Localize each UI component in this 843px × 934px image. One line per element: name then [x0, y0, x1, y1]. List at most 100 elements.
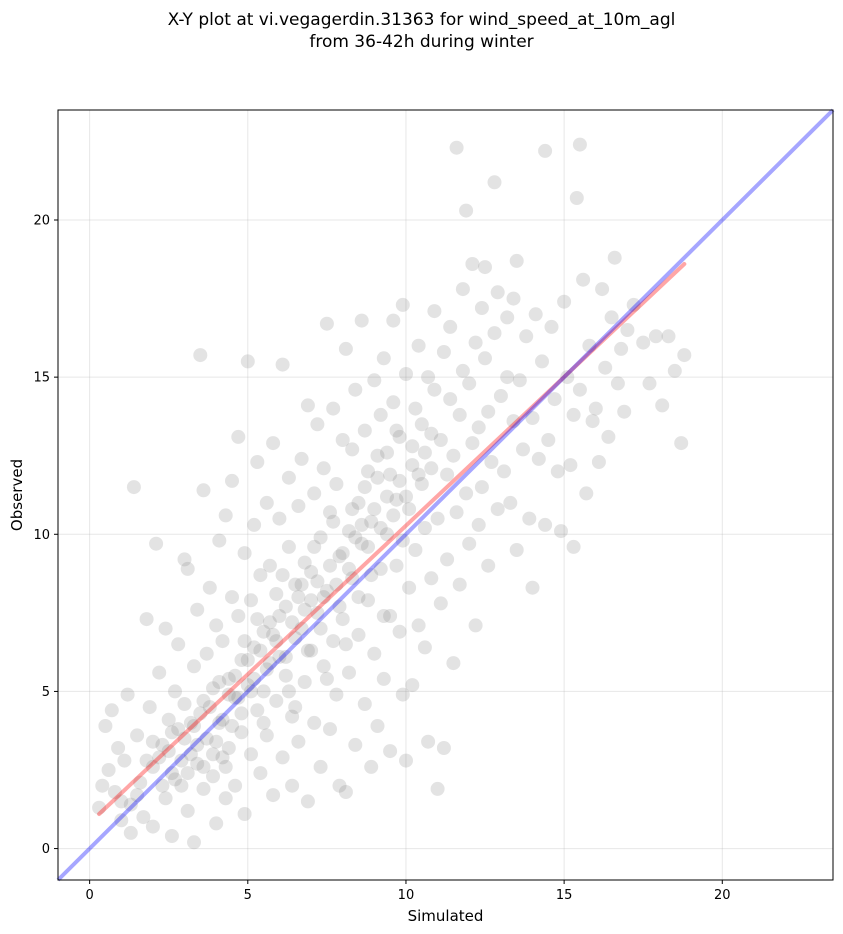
x-tick-label: 5: [244, 888, 252, 903]
scatter-point: [149, 536, 164, 551]
scatter-point: [231, 690, 246, 705]
scatter-point: [576, 272, 591, 287]
scatter-point: [218, 759, 233, 774]
scatter-point: [209, 618, 224, 633]
x-tick-label: 0: [85, 888, 93, 903]
scatter-point: [572, 137, 587, 152]
scatter-point: [323, 722, 337, 737]
scatter-point: [190, 737, 205, 752]
scatter-point: [566, 539, 581, 554]
scatter-point: [399, 753, 413, 768]
scatter-point: [373, 407, 388, 422]
scatter-point: [449, 505, 464, 520]
scatter-point: [408, 401, 423, 416]
scatter-point: [123, 825, 138, 840]
scatter-point: [481, 558, 496, 573]
scatter-point: [626, 297, 641, 312]
scatter-point: [285, 778, 300, 793]
scatter-point: [342, 524, 356, 539]
scatter-point: [307, 486, 322, 501]
scatter-point: [421, 734, 436, 749]
scatter-point: [221, 687, 236, 702]
scatter-point: [300, 643, 315, 658]
scatter-point: [617, 404, 632, 419]
scatter-point: [329, 577, 344, 592]
scatter-point: [316, 659, 331, 674]
scatter-point: [386, 395, 401, 410]
scatter-point: [677, 348, 692, 363]
scatter-point: [319, 583, 334, 598]
scatter-point: [446, 656, 461, 671]
scatter-point: [367, 373, 382, 388]
scatter-point: [614, 341, 629, 356]
scatter-point: [168, 684, 182, 699]
scatter-point: [231, 429, 246, 444]
scatter-point: [259, 495, 274, 510]
scatter-point: [190, 602, 205, 617]
identity-line: [56, 108, 835, 882]
scatter-point: [168, 772, 182, 787]
scatter-point: [405, 458, 420, 473]
scatter-point: [459, 203, 474, 218]
scatter-point: [187, 719, 201, 733]
scatter-point: [307, 715, 322, 730]
scatter-point: [525, 580, 540, 595]
scatter-point: [307, 539, 322, 554]
scatter-point: [266, 627, 281, 642]
scatter-point: [297, 675, 312, 689]
scatter-point: [221, 741, 236, 755]
scatter-point: [130, 728, 145, 743]
scatter-point: [212, 533, 227, 548]
scatter-point: [373, 561, 388, 576]
scatter-point: [247, 671, 262, 686]
scatter-point: [155, 778, 170, 793]
scatter-point: [130, 788, 145, 803]
scatter-point: [433, 433, 448, 447]
scatter-point: [199, 731, 214, 746]
scatter-point: [376, 351, 391, 366]
scatter-point: [455, 363, 470, 378]
scatter-point: [228, 690, 243, 705]
scatter-point: [405, 439, 420, 454]
scatter-point: [237, 546, 252, 561]
scatter-point: [430, 511, 445, 526]
scatter-point: [547, 392, 562, 407]
scatter-point: [601, 429, 616, 444]
scatter-point: [610, 376, 625, 391]
scatter-point: [452, 407, 467, 422]
scatter-point: [509, 253, 524, 268]
scatter-point: [177, 731, 192, 746]
scatter-point: [177, 552, 192, 567]
scatter-point: [275, 568, 290, 583]
scatter-point: [190, 756, 205, 771]
scatter-point: [417, 445, 432, 460]
scatter-point: [294, 451, 309, 466]
x-tick-label: 10: [398, 888, 415, 903]
y-axis-label: Observed: [8, 459, 26, 531]
scatter-point: [202, 700, 217, 715]
scatter-point: [193, 348, 208, 363]
scatter-point: [389, 558, 404, 573]
scatter-point: [474, 480, 489, 495]
scatter-point: [351, 627, 366, 642]
scatter-point: [158, 621, 173, 636]
scatter-point: [139, 612, 154, 627]
scatter-point: [462, 376, 477, 391]
scatter-point: [468, 335, 483, 350]
scatter-point: [386, 313, 401, 328]
scatter-point: [661, 329, 676, 344]
scatter-point: [171, 722, 186, 737]
scatter-point: [380, 527, 394, 542]
scatter-point: [291, 590, 306, 605]
scatter-point: [557, 294, 572, 309]
scatter-point: [351, 590, 366, 605]
scatter-point: [354, 517, 369, 532]
scatter-point: [563, 458, 578, 473]
scatter-point: [275, 357, 290, 372]
scatter-point: [484, 455, 499, 469]
scatter-point: [402, 502, 417, 517]
scatter-point: [297, 555, 312, 570]
scatter-point: [417, 521, 432, 535]
scatter-point: [291, 734, 306, 749]
scatter-point: [206, 681, 220, 696]
